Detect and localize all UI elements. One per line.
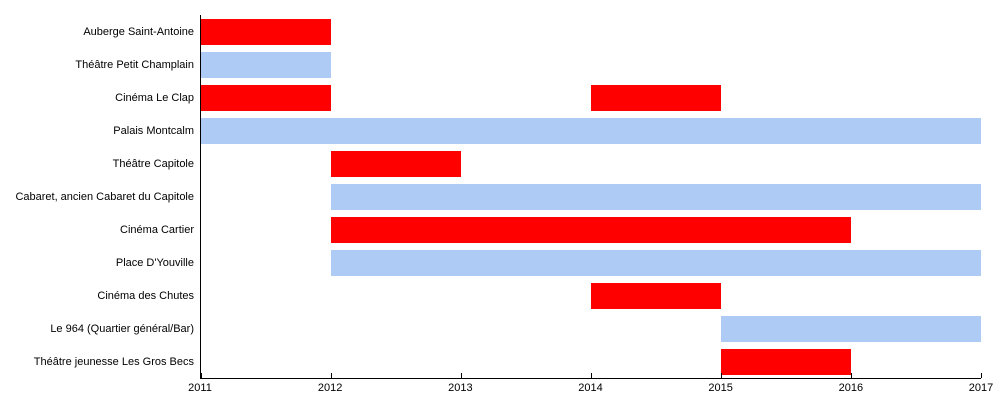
x-axis-tick <box>851 373 852 378</box>
row-label: Cinéma des Chutes <box>97 289 194 302</box>
timeline-bar-red <box>720 348 851 375</box>
x-axis-tick-label: 2017 <box>968 382 994 394</box>
row-label: Cinéma Le Clap <box>115 91 194 104</box>
chart-row: Auberge Saint-Antoine <box>83 15 981 48</box>
x-axis-tick <box>981 373 982 378</box>
timeline-bar-red <box>201 84 331 111</box>
x-axis-tick <box>330 373 332 378</box>
row-label: Le 964 (Quartier général/Bar) <box>50 322 194 335</box>
timeline-bar-red <box>330 216 851 243</box>
x-axis-tick-label: 2014 <box>578 382 603 394</box>
x-axis-tick <box>591 373 592 378</box>
timeline-bar-blue <box>201 51 331 78</box>
chart-row: Théâtre Petit Champlain <box>75 48 981 81</box>
chart-row: Théâtre Capitole <box>113 147 981 180</box>
timeline-bar-blue <box>330 249 981 276</box>
x-axis-tick-label: 2015 <box>708 382 733 394</box>
timeline-bar-red <box>330 150 461 177</box>
timeline-bar-red <box>201 18 331 45</box>
x-axis-tick-label: 2013 <box>448 382 473 394</box>
chart-row: Le 964 (Quartier général/Bar) <box>50 312 981 345</box>
chart-row: Cinéma Le Clap <box>115 81 981 114</box>
x-axis-tick <box>201 373 202 378</box>
timeline-bar-blue <box>330 183 981 210</box>
chart-row: Place D'Youville <box>116 246 981 279</box>
chart-row: Cinéma Cartier <box>120 213 981 246</box>
chart-row: Cinéma des Chutes <box>97 279 981 312</box>
x-axis-tick <box>720 373 722 378</box>
row-label: Palais Montcalm <box>113 124 194 137</box>
timeline-bar-red <box>591 84 721 111</box>
chart-row: Théâtre jeunesse Les Gros Becs <box>34 345 981 378</box>
x-axis-tick-label: 2016 <box>838 382 864 394</box>
x-axis-tick-label: 2012 <box>317 382 343 394</box>
timeline-bar-blue <box>201 117 981 144</box>
chart-row: Palais Montcalm <box>113 114 981 147</box>
row-label: Cinéma Cartier <box>120 223 194 236</box>
x-axis-tick <box>460 373 462 378</box>
timeline-bar-blue <box>720 315 981 342</box>
row-label: Place D'Youville <box>115 256 194 269</box>
row-label: Cabaret, ancien Cabaret du Capitole <box>15 190 194 203</box>
row-label: Théâtre Capitole <box>112 157 194 170</box>
chart-row: Cabaret, ancien Cabaret du Capitole <box>15 180 981 213</box>
x-axis-labels: 2011 2012 2013 2014 2015 2016 2017 <box>188 382 993 398</box>
row-label: Théâtre jeunesse Les Gros Becs <box>33 355 194 368</box>
chart-rows: Auberge Saint-Antoine Théâtre Petit Champ… <box>15 15 981 378</box>
row-label: Théâtre Petit Champlain <box>75 58 194 71</box>
timeline-bar-red <box>591 282 721 309</box>
row-label: Auberge Saint-Antoine <box>83 25 194 38</box>
x-axis-tick-label: 2011 <box>188 382 212 394</box>
plot-area: Auberge Saint-Antoine Théâtre Petit Champ… <box>15 15 982 379</box>
